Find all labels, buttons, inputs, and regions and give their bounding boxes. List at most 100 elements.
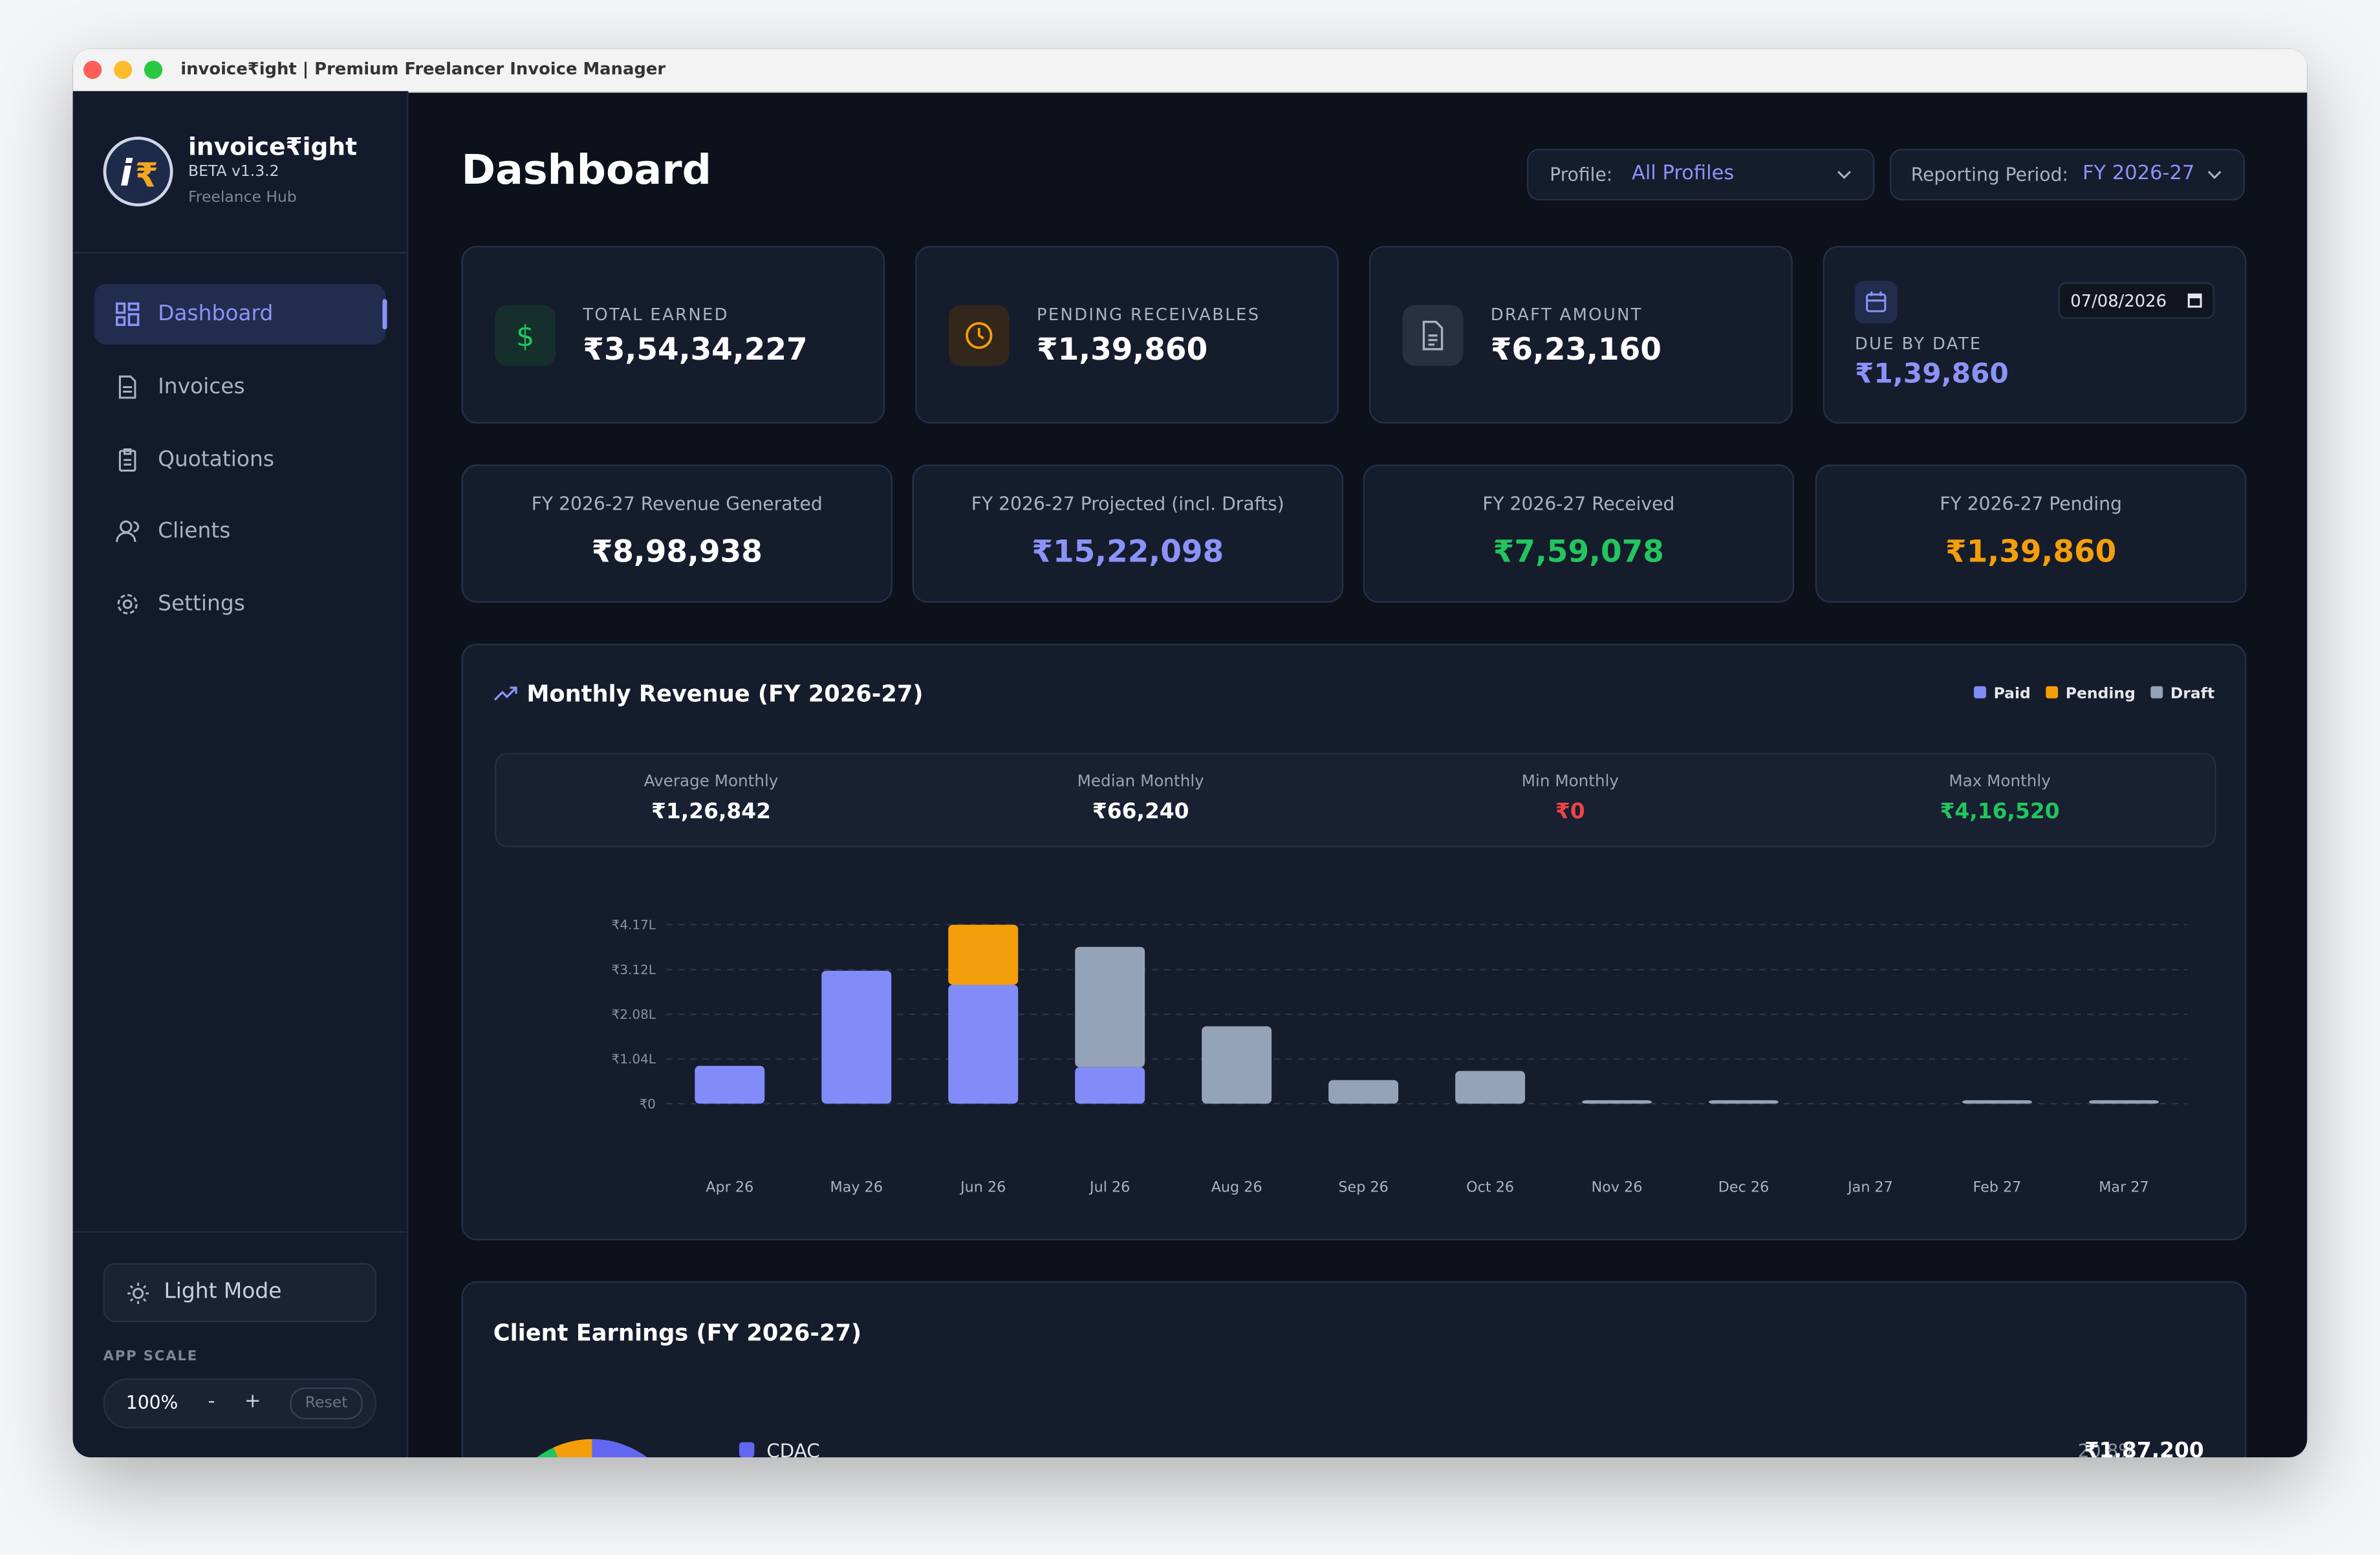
stat-value: ₹4,16,520 bbox=[1940, 799, 2060, 825]
svg-text:i: i bbox=[120, 152, 133, 194]
x-tick-label: Oct 26 bbox=[1466, 1179, 1514, 1195]
scale-reset[interactable]: Reset bbox=[290, 1387, 363, 1420]
scale-label: APP SCALE bbox=[103, 1349, 199, 1365]
title-bar: invoice₹ight | Premium Freelancer Invoic… bbox=[72, 49, 2308, 93]
fy-card: FY 2026-27 Pending ₹1,39,860 bbox=[1815, 464, 2247, 603]
x-tick-label: Dec 26 bbox=[1718, 1179, 1769, 1195]
stat-label: Max Monthly bbox=[1949, 772, 2051, 791]
client-amount: ₹1,87,200 bbox=[2084, 1438, 2204, 1457]
client-name: CDAC bbox=[766, 1440, 820, 1457]
icon bbox=[118, 375, 136, 399]
bar-segment bbox=[2088, 1100, 2159, 1104]
nav-label: Invoices bbox=[158, 375, 245, 400]
stat-value: ₹1,26,842 bbox=[651, 799, 772, 825]
stats-box: Average Monthly ₹1,26,842 Median Monthly ₹… bbox=[495, 753, 2216, 847]
bar-segment bbox=[1582, 1100, 1652, 1104]
y-tick-label: ₹0 bbox=[640, 1096, 656, 1111]
active-indicator bbox=[382, 299, 387, 330]
divider bbox=[72, 252, 407, 254]
close-button[interactable] bbox=[83, 60, 102, 80]
icon bbox=[1402, 305, 1464, 366]
theme-button[interactable]: Light Mode bbox=[103, 1263, 377, 1323]
profile-select[interactable]: Profile: All Profiles bbox=[1527, 149, 1875, 201]
fy-label: FY 2026-27 Received bbox=[1482, 493, 1675, 515]
bar-segment bbox=[1202, 1026, 1272, 1104]
panel-title: Client Earnings (FY 2026-27) bbox=[493, 1319, 862, 1347]
nav-label: Settings bbox=[158, 592, 245, 616]
donut-segment bbox=[592, 1439, 647, 1458]
x-tick-label: Mar 27 bbox=[2099, 1179, 2148, 1195]
scale-plus[interactable]: + bbox=[244, 1390, 261, 1414]
bar-segment bbox=[1075, 946, 1145, 1067]
page-title: Dashboard bbox=[461, 147, 711, 195]
window-title: invoice₹ight | Premium Freelancer Invoic… bbox=[180, 59, 666, 80]
fy-value: ₹1,39,860 bbox=[1945, 532, 2117, 570]
x-tick-label: Jun 26 bbox=[959, 1179, 1006, 1195]
revenue-chart: ₹0 ₹1.04L ₹2.08L ₹3.12L ₹4.17L Apr 26 May 26 Ju… bbox=[612, 684, 2214, 1196]
stat-value: ₹66,240 bbox=[1092, 799, 1189, 825]
fy-label: FY 2026-27 Pending bbox=[1940, 493, 2122, 515]
x-tick-label: Nov 26 bbox=[1592, 1179, 1643, 1195]
stat-label: Average Monthly bbox=[644, 772, 779, 791]
nav-item[interactable]: Clients bbox=[94, 501, 386, 561]
icon bbox=[117, 594, 138, 614]
x-tick-label: Aug 26 bbox=[1211, 1179, 1262, 1195]
scale-minus[interactable]: - bbox=[208, 1390, 215, 1414]
x-tick-label: Jan 27 bbox=[1846, 1179, 1893, 1195]
nav-label: Dashboard bbox=[158, 302, 274, 327]
profile-value: All Profiles bbox=[1631, 162, 1735, 186]
icon bbox=[116, 520, 140, 542]
client-share: 20.8% bbox=[2078, 1441, 2136, 1457]
trend-icon bbox=[493, 686, 517, 701]
stat-value: ₹0 bbox=[1555, 799, 1585, 825]
version: BETA v1.3.2 bbox=[188, 164, 279, 181]
brand: invoice₹ight bbox=[188, 132, 358, 161]
x-tick-label: Apr 26 bbox=[706, 1179, 753, 1195]
bar-segment bbox=[1962, 1100, 2032, 1104]
nav-item[interactable]: Quotations bbox=[94, 430, 386, 490]
y-tick-label: ₹3.12L bbox=[612, 962, 656, 977]
nav-item[interactable]: Settings bbox=[94, 574, 386, 635]
icon bbox=[118, 448, 136, 472]
legend-label: Paid bbox=[1994, 684, 2031, 702]
period-value: FY 2026-27 bbox=[2082, 162, 2195, 186]
fy-card: FY 2026-27 Revenue Generated ₹8,98,938 bbox=[461, 464, 893, 603]
icon bbox=[1854, 281, 1898, 323]
icon bbox=[127, 1283, 149, 1305]
client-panel: Client Earnings (FY 2026-27) CDAC 20.8% ₹1… bbox=[461, 1281, 2247, 1458]
profile-label: Profile: bbox=[1550, 164, 1613, 186]
nav-item[interactable]: Invoices bbox=[94, 357, 386, 418]
revenue-panel: Monthly Revenue (FY 2026-27) Average Mon… bbox=[461, 644, 2247, 1241]
minimize-button[interactable] bbox=[114, 60, 133, 80]
x-tick-label: May 26 bbox=[830, 1179, 883, 1195]
date-input[interactable]: 07/08/2026 bbox=[2058, 282, 2215, 319]
icon bbox=[948, 305, 1010, 366]
scale-value: 100% bbox=[125, 1392, 178, 1414]
stat: Min Monthly ₹0 bbox=[1356, 754, 1785, 845]
fy-value: ₹8,98,938 bbox=[591, 532, 763, 570]
nav-label: Clients bbox=[158, 519, 231, 544]
svg-text:₹: ₹ bbox=[135, 157, 158, 195]
nav-item[interactable]: Dashboard bbox=[94, 283, 387, 345]
icon: $ bbox=[495, 305, 556, 366]
icon bbox=[115, 302, 140, 327]
stat: Max Monthly ₹4,16,520 bbox=[1785, 754, 2214, 845]
bar-segment bbox=[1709, 1100, 1779, 1104]
nav-label: Quotations bbox=[158, 448, 274, 472]
legend-swatch bbox=[1974, 686, 1986, 699]
period-select[interactable]: Reporting Period: FY 2026-27 bbox=[1889, 149, 2245, 201]
due-value: ₹1,39,860 bbox=[1854, 358, 2009, 391]
panel-title: Monthly Revenue (FY 2026-27) bbox=[526, 680, 924, 708]
legend-swatch bbox=[2150, 686, 2163, 699]
sidebar: i ₹ invoice₹ight BETA v1.3.2 Freelance H… bbox=[72, 91, 409, 1458]
due-card: 07/08/2026 DUE BY DATE ₹1,39,860 bbox=[1823, 246, 2247, 424]
tagline: Freelance Hub bbox=[188, 190, 297, 207]
bar-segment bbox=[948, 924, 1019, 985]
zoom-button[interactable] bbox=[144, 60, 163, 80]
bar-segment bbox=[1075, 1067, 1145, 1104]
card-label: TOTAL EARNED bbox=[583, 305, 729, 325]
bar-segment bbox=[1455, 1071, 1526, 1104]
